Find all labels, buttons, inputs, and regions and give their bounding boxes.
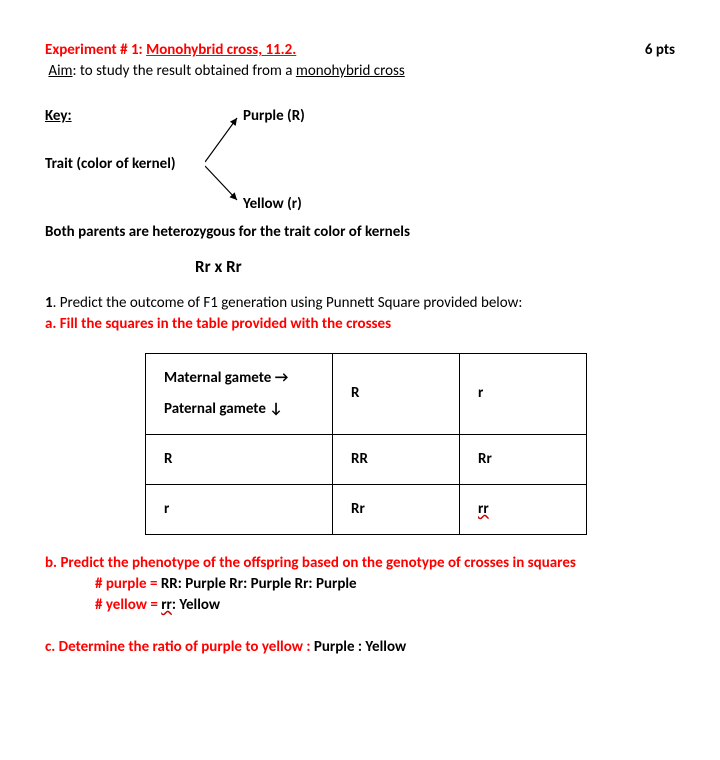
part-c: c. Determine the ratio of purple to yell… (45, 637, 675, 658)
aim-line: Aim: to study the result obtained from a… (45, 61, 675, 82)
c-ans: Purple : Yellow (314, 638, 406, 656)
q1-num: 1 (45, 294, 53, 312)
header-row: Experiment # 1: Monohybrid cross, 11.2. … (45, 40, 675, 61)
gamete-header-cell: Maternal gamete Paternal gamete (146, 353, 333, 434)
cell-rr: rr (460, 484, 587, 534)
exp-prefix: Experiment # 1: (45, 41, 146, 59)
part-b: b. Predict the phenotype of the offsprin… (45, 553, 675, 574)
yellow-count-label: # yellow = (95, 596, 161, 614)
purple-count-line: # purple = RR: Purple Rr: Purple Rr: Pur… (95, 574, 675, 595)
yellow-count-line: # yellow = rr: Yellow (95, 595, 675, 616)
purple-count-ans: RR: Purple Rr: Purple Rr: Purple (161, 575, 357, 593)
row-R: R (146, 434, 333, 484)
table-row: Maternal gamete Paternal gamete R r (146, 353, 587, 434)
experiment-title: Experiment # 1: Monohybrid cross, 11.2. (45, 40, 296, 61)
q1-text: . Predict the outcome of F1 generation u… (53, 294, 523, 312)
cross-notation: Rr x Rr (195, 255, 675, 279)
trait-label: Trait (color of kernel) (45, 154, 176, 175)
purple-count-label: # purple = (95, 575, 161, 593)
part-a: a. Fill the squares in the table provide… (45, 314, 675, 335)
yellow-label: Yellow (r) (243, 194, 302, 215)
yellow-after: : Yellow (172, 596, 220, 614)
col-R: R (333, 353, 460, 434)
table-row: R RR Rr (146, 434, 587, 484)
col-r: r (460, 353, 587, 434)
yellow-rr: rr (161, 596, 172, 614)
cell-RR: RR (333, 434, 460, 484)
cell-Rr2: Rr (333, 484, 460, 534)
purple-label: Purple (R) (243, 106, 305, 127)
maternal-label: Maternal gamete (164, 368, 314, 389)
parents-line: Both parents are heterozygous for the tr… (45, 222, 675, 243)
aim-label: Aim (48, 62, 72, 80)
row-r: r (146, 484, 333, 534)
aim-text1: : to study the result obtained from a (73, 62, 296, 80)
points: 6 pts (645, 40, 675, 61)
paternal-label: Paternal gamete (164, 399, 314, 420)
question-1: 1. Predict the outcome of F1 generation … (45, 293, 675, 314)
exp-title: Monohybrid cross, 11.2. (146, 41, 296, 59)
key-label: Key: (45, 106, 72, 127)
table-row: r Rr rr (146, 484, 587, 534)
branch-arrows-icon (205, 112, 245, 208)
punnett-square: Maternal gamete Paternal gamete R r R RR… (145, 353, 587, 535)
aim-text2: monohybrid cross (296, 62, 405, 80)
key-block: Key: Trait (color of kernel) Purple (R) … (45, 106, 675, 216)
c-label: c. Determine the ratio of purple to yell… (45, 638, 314, 656)
cell-Rr1: Rr (460, 434, 587, 484)
